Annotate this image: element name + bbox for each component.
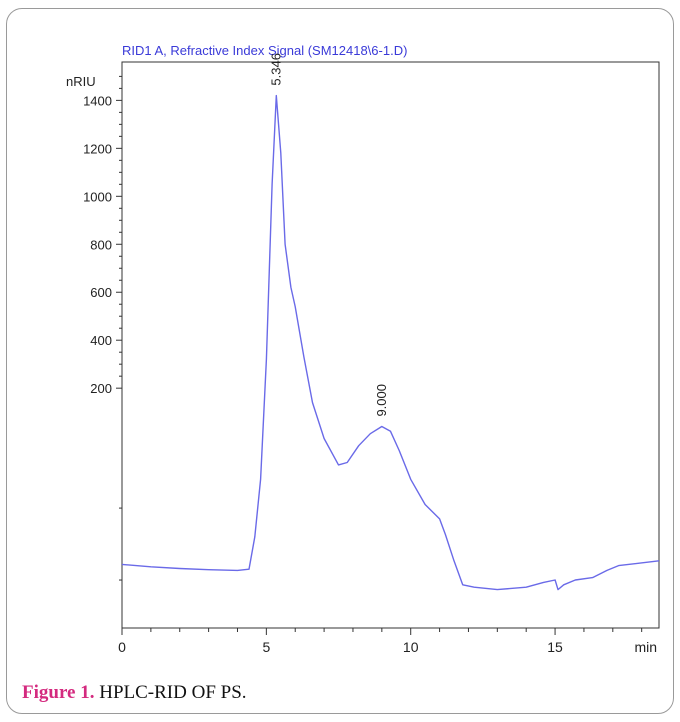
y-tick-label: 200 — [90, 381, 112, 396]
x-tick-label: 10 — [403, 639, 419, 655]
peak-label: 5.346 — [268, 53, 283, 86]
chart-title: RID1 A, Refractive Index Signal (SM12418… — [122, 43, 407, 58]
x-tick-label: 5 — [262, 639, 270, 655]
figure-frame — [6, 8, 674, 714]
y-tick-label: 1200 — [83, 141, 112, 156]
y-axis-label: nRIU — [66, 74, 96, 89]
caption-label: Figure 1. — [22, 682, 95, 703]
y-tick-label: 400 — [90, 333, 112, 348]
signal-trace-0 — [121, 94, 660, 591]
x-axis-label: min — [634, 639, 657, 655]
y-tick-label: 800 — [90, 237, 112, 252]
peak-label: 9.000 — [374, 384, 389, 417]
chromatogram-chart: 200 400 600 800 1000 1200 1400 0 5 10 15 RID1 A, R… — [66, 43, 660, 655]
caption-text: HPLC-RID OF PS. — [99, 682, 247, 703]
y-tick-label: 600 — [90, 285, 112, 300]
y-tick-label: 1000 — [83, 189, 112, 204]
y-tick-label: 1400 — [83, 93, 112, 108]
figure-caption: Figure 1. HPLC-RID OF PS. — [22, 682, 247, 704]
x-tick-label: 15 — [547, 639, 563, 655]
plot-area-frame — [121, 61, 660, 629]
x-tick-label: 0 — [118, 639, 126, 655]
